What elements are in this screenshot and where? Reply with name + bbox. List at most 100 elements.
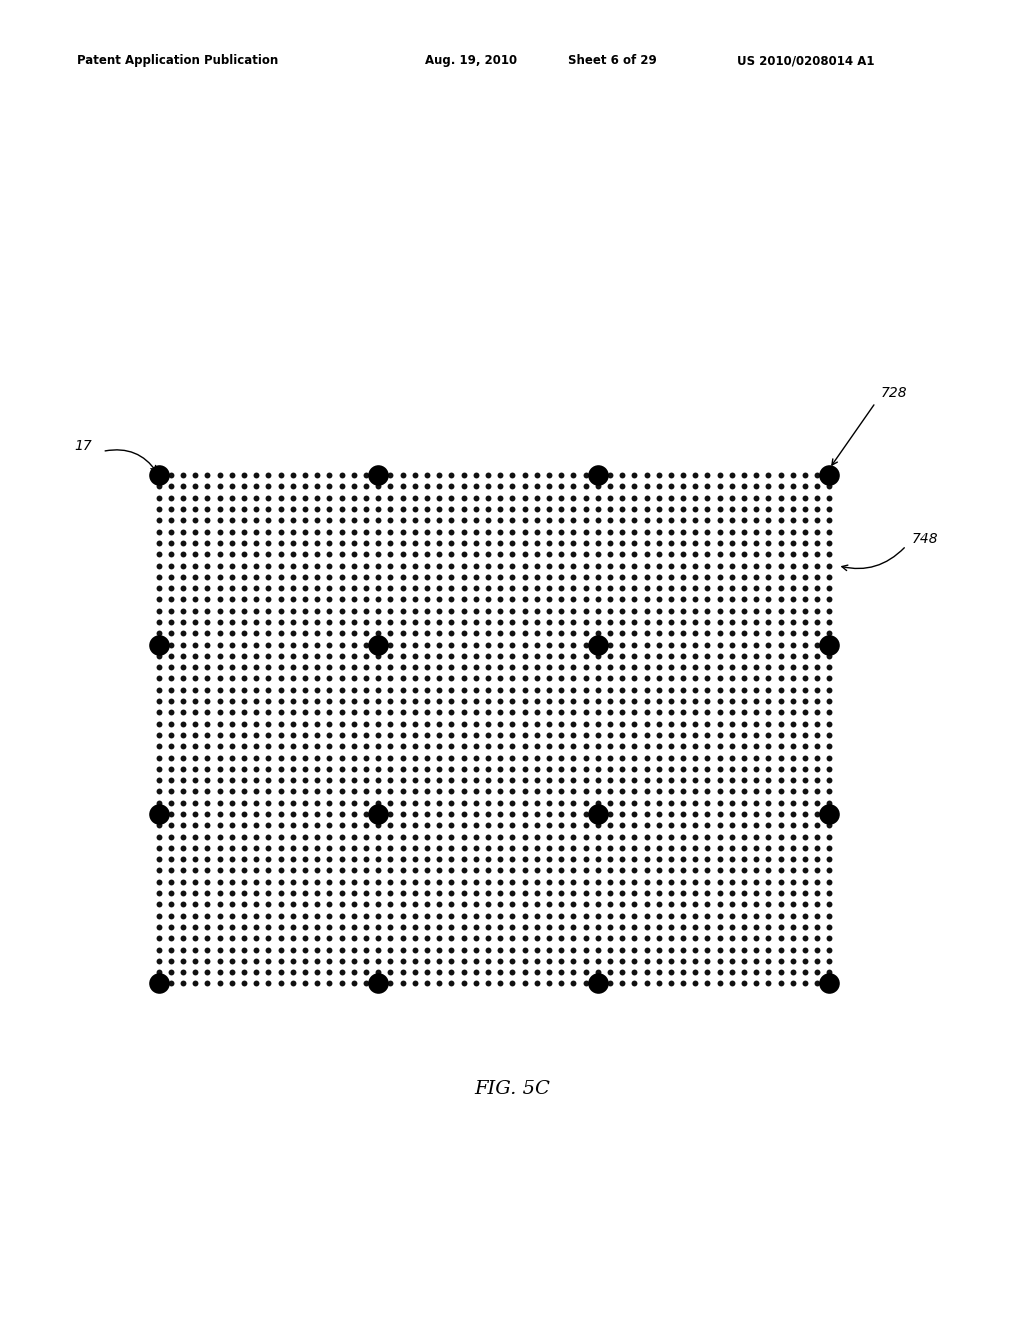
Point	[431, 554, 447, 576]
Point	[772, 499, 788, 520]
Point	[309, 770, 326, 791]
Point	[492, 656, 508, 677]
Point	[346, 950, 362, 972]
Point	[175, 589, 191, 610]
Point	[248, 668, 264, 689]
Point	[797, 634, 813, 655]
Point	[419, 499, 435, 520]
Point	[468, 849, 484, 870]
Point	[248, 702, 264, 723]
Point	[480, 950, 497, 972]
Point	[602, 578, 618, 599]
Point	[809, 906, 825, 927]
Point	[553, 735, 569, 756]
Point	[614, 804, 631, 825]
Point	[650, 680, 667, 701]
Point	[602, 916, 618, 937]
Point	[236, 477, 252, 498]
Point	[223, 725, 240, 746]
Point	[357, 916, 374, 937]
Point	[650, 792, 667, 813]
Text: 17: 17	[75, 440, 92, 453]
Point	[516, 814, 532, 836]
Point	[200, 849, 216, 870]
Point	[187, 781, 204, 803]
Point	[772, 566, 788, 587]
Point	[370, 634, 386, 655]
Point	[248, 859, 264, 880]
Point	[407, 465, 423, 486]
Point	[675, 973, 691, 994]
Point	[528, 883, 545, 904]
Point	[431, 465, 447, 486]
Point	[553, 566, 569, 587]
Point	[151, 906, 167, 927]
Point	[200, 623, 216, 644]
Point	[492, 906, 508, 927]
Point	[736, 656, 753, 677]
Point	[236, 601, 252, 622]
Point	[504, 725, 520, 746]
Point	[736, 487, 753, 508]
Point	[468, 758, 484, 779]
Point	[699, 906, 716, 927]
Point	[334, 725, 350, 746]
Point	[285, 804, 301, 825]
Point	[357, 487, 374, 508]
Point	[712, 680, 728, 701]
Point	[638, 826, 654, 847]
Point	[699, 477, 716, 498]
Point	[528, 510, 545, 531]
Point	[260, 770, 276, 791]
Point	[663, 566, 679, 587]
Point	[285, 690, 301, 711]
Point	[749, 623, 765, 644]
Point	[163, 826, 179, 847]
Point	[699, 826, 716, 847]
Point	[163, 758, 179, 779]
Point	[626, 690, 642, 711]
Point	[626, 601, 642, 622]
Point	[322, 961, 338, 982]
Point	[236, 645, 252, 667]
Point	[687, 725, 703, 746]
Point	[749, 894, 765, 915]
Point	[541, 837, 557, 858]
Point	[394, 465, 411, 486]
Point	[285, 758, 301, 779]
Point	[809, 928, 825, 949]
Point	[407, 859, 423, 880]
Point	[675, 849, 691, 870]
Point	[784, 465, 801, 486]
Point	[602, 871, 618, 892]
Point	[578, 939, 594, 960]
Point	[614, 792, 631, 813]
Point	[394, 634, 411, 655]
Point	[370, 725, 386, 746]
Point	[370, 554, 386, 576]
Point	[309, 702, 326, 723]
Point	[565, 906, 582, 927]
Point	[260, 680, 276, 701]
Point	[528, 826, 545, 847]
Point	[528, 623, 545, 644]
Point	[187, 906, 204, 927]
Point	[248, 883, 264, 904]
Point	[578, 544, 594, 565]
Point	[784, 554, 801, 576]
Point	[626, 656, 642, 677]
Point	[187, 928, 204, 949]
Point	[212, 758, 228, 779]
Point	[712, 477, 728, 498]
Point	[699, 566, 716, 587]
Point	[370, 735, 386, 756]
Point	[297, 510, 313, 531]
Point	[175, 487, 191, 508]
Point	[602, 487, 618, 508]
Point	[712, 973, 728, 994]
Point	[346, 578, 362, 599]
Point	[797, 544, 813, 565]
Point	[565, 554, 582, 576]
Point	[809, 939, 825, 960]
Point	[407, 792, 423, 813]
